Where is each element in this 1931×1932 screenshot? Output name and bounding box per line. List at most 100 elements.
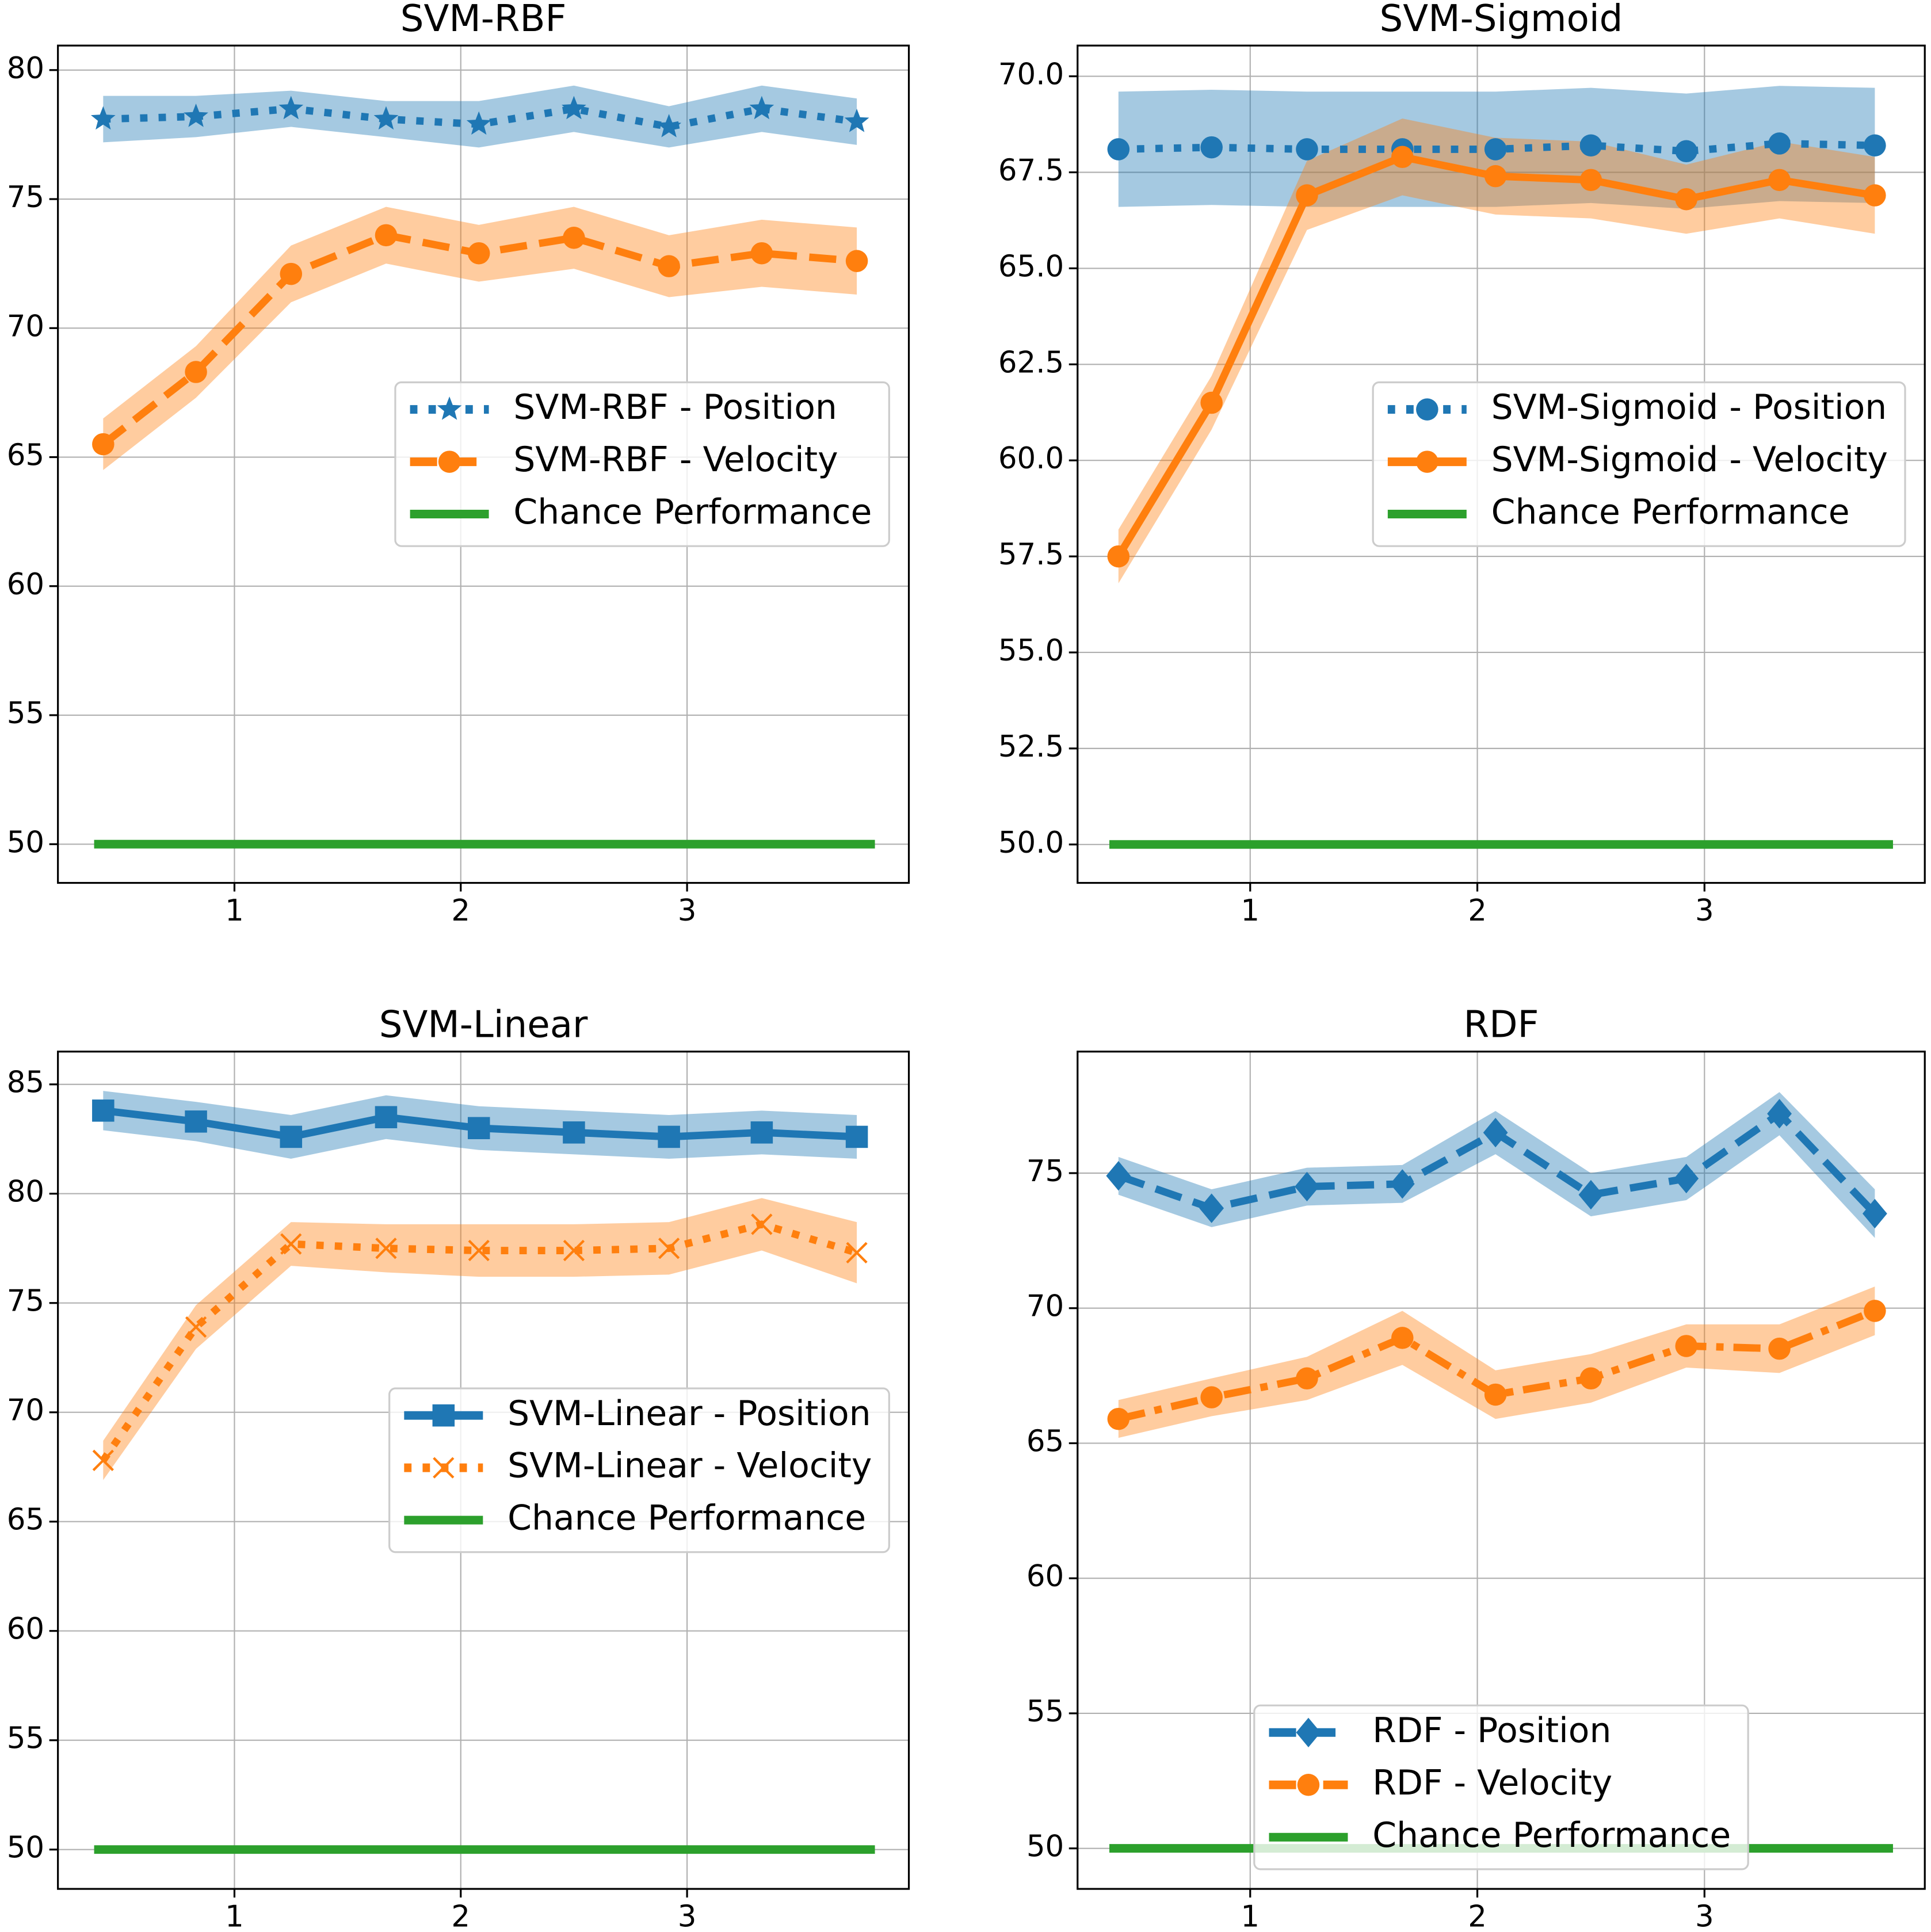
marker <box>467 242 490 265</box>
marker <box>1416 450 1438 473</box>
y-tick-label: 70.0 <box>998 58 1064 92</box>
y-tick-label: 60 <box>1026 1559 1064 1594</box>
marker <box>375 1238 397 1259</box>
chart-title: RDF <box>1464 1003 1539 1047</box>
y-tick-label: 55.0 <box>998 633 1064 668</box>
legend-label: SVM-Linear - Position <box>507 1393 871 1434</box>
marker <box>844 109 869 132</box>
marker <box>433 1457 455 1479</box>
marker <box>185 361 207 383</box>
legend-box <box>394 381 890 547</box>
marker <box>1579 169 1602 192</box>
marker <box>375 1106 398 1129</box>
legend: SVM-RBF - Position SVM-RBF - Velocity Chan… <box>394 381 890 547</box>
axes-frame <box>1077 44 1926 884</box>
marker <box>1391 146 1414 169</box>
marker <box>1297 1773 1320 1796</box>
marker <box>1579 134 1602 157</box>
y-tick-label: 65 <box>7 438 44 473</box>
marker <box>1107 1407 1130 1430</box>
error-band <box>1118 119 1875 583</box>
marker <box>563 227 585 249</box>
legend-entry: Chance Performance <box>1269 1815 1731 1855</box>
marker <box>1200 1386 1223 1408</box>
y-tick-label: 50 <box>7 825 44 860</box>
marker <box>1675 188 1697 211</box>
marker <box>373 106 399 130</box>
legend-box <box>388 1387 890 1553</box>
marker <box>468 1239 490 1262</box>
marker <box>280 262 303 285</box>
marker <box>1107 545 1130 568</box>
marker <box>749 96 774 120</box>
marker <box>466 111 491 135</box>
marker <box>1864 134 1886 157</box>
y-tick-label: 75 <box>1026 1154 1064 1189</box>
y-tick-label: 67.5 <box>998 153 1064 188</box>
legend-label: SVM-RBF - Velocity <box>513 440 838 480</box>
legend-entry: SVM-RBF - Velocity <box>410 440 838 480</box>
x-tick-label: 1 <box>225 894 244 928</box>
marker <box>92 433 115 456</box>
marker <box>280 1233 302 1255</box>
marker <box>1768 169 1791 192</box>
marker <box>1864 184 1886 207</box>
legend: SVM-Linear - Position SVM-Linear - Veloci… <box>388 1387 890 1553</box>
series-line <box>1118 139 1875 155</box>
marker <box>280 1125 303 1148</box>
marker <box>92 1099 115 1122</box>
marker <box>1296 1717 1321 1747</box>
marker <box>90 106 116 130</box>
y-tick-label: 65.0 <box>998 249 1064 284</box>
x-tick-label: 3 <box>1695 894 1714 928</box>
marker <box>1416 398 1438 421</box>
marker <box>432 1404 455 1427</box>
legend-label: SVM-RBF - Position <box>513 387 837 427</box>
marker <box>658 1125 680 1148</box>
marker <box>563 1121 585 1144</box>
legend-entry: SVM-Sigmoid - Velocity <box>1387 440 1888 480</box>
marker <box>467 1117 490 1140</box>
marker <box>438 450 461 473</box>
marker <box>562 96 586 120</box>
legend-entry: Chance Performance <box>1387 492 1850 532</box>
axes-frame <box>57 44 910 884</box>
legend-label: SVM-Sigmoid - Velocity <box>1491 440 1888 480</box>
marker <box>1768 1337 1791 1360</box>
marker <box>1767 1099 1792 1129</box>
x-tick-label: 2 <box>451 894 470 928</box>
legend-entry: SVM-Linear - Position <box>404 1393 871 1434</box>
marker <box>1578 1179 1604 1210</box>
marker <box>658 255 680 277</box>
marker <box>1675 1335 1697 1357</box>
marker <box>1484 165 1507 188</box>
x-tick-label: 3 <box>678 1899 697 1932</box>
marker <box>1107 138 1130 161</box>
legend-label: Chance Performance <box>1491 492 1850 532</box>
marker <box>1768 132 1791 155</box>
panel: SVM-Sigmoid 1 2 3 50.0 52.5 55.0 57.5 60.0 62.5 65… <box>998 0 1926 928</box>
x-tick-label: 2 <box>1468 894 1487 928</box>
x-tick-label: 3 <box>678 894 697 928</box>
marker <box>845 1125 868 1148</box>
y-tick-label: 50.0 <box>998 826 1064 860</box>
marker <box>1200 391 1223 414</box>
x-tick-label: 2 <box>1468 1899 1487 1932</box>
x-tick-label: 3 <box>1695 1899 1714 1932</box>
marker <box>846 1242 868 1263</box>
legend-entry: RDF - Position <box>1269 1710 1611 1751</box>
marker <box>1200 136 1223 159</box>
marker <box>1484 1383 1507 1406</box>
y-tick-label: 75 <box>7 180 44 215</box>
legend-entry: Chance Performance <box>410 492 872 532</box>
marker <box>1483 1117 1508 1148</box>
error-band <box>1118 1286 1875 1438</box>
marker <box>184 104 208 127</box>
marker <box>563 1239 585 1262</box>
legend-label: Chance Performance <box>507 1498 866 1538</box>
legend-label: SVM-Linear - Velocity <box>507 1446 872 1486</box>
axes-frame <box>57 1051 910 1890</box>
error-band <box>103 1198 857 1480</box>
